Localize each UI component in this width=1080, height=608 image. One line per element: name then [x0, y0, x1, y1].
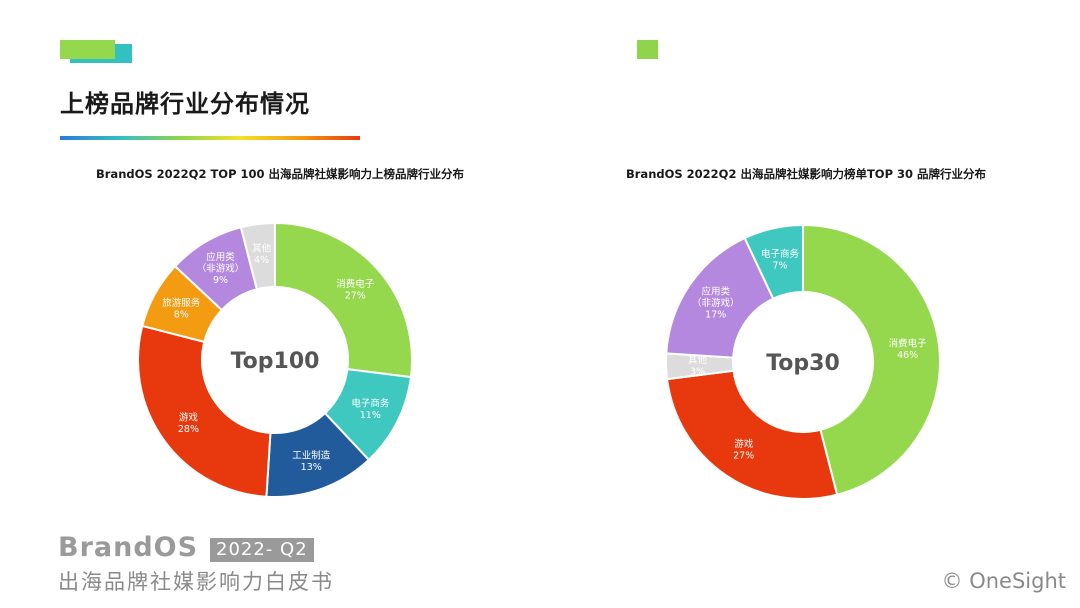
donut-center-label: Top100 [231, 349, 320, 374]
donut-slice-6 [239, 221, 276, 291]
donut-slice-4 [743, 223, 804, 300]
copyright: © OneSight [941, 569, 1066, 593]
donut-chart-top30: 消费电子 46% 游戏 27% 其他 3% 应用类（非游戏） 17% 电子商务 7% Top30 [665, 223, 941, 500]
header-decoration-green [60, 40, 115, 59]
donut-slice-1 [665, 369, 839, 500]
donut-center-label: Top30 [766, 351, 840, 376]
donut-slice-label-2: 工业制造 13% [292, 449, 331, 473]
donut-slice-label-0: 消费电子 46% [889, 338, 928, 362]
donut-slice-3 [665, 236, 775, 359]
donut-slice-label-1: 游戏 27% [733, 438, 754, 462]
donut-slice-label-3: 应用类（非游戏） 17% [692, 286, 740, 321]
header-decoration-green-small [637, 40, 658, 59]
donut-slice-label-0: 消费电子 27% [336, 278, 375, 302]
donut-slice-0 [802, 223, 941, 496]
donut-slice-label-4: 电子商务 7% [761, 248, 800, 271]
page-title: 上榜品牌行业分布情况 [60, 90, 310, 118]
title-gradient-rule [60, 136, 360, 140]
donut-slice-3 [137, 324, 272, 498]
chart-title-top30: BrandOS 2022Q2 出海品牌社媒影响力榜单TOP 30 品牌行业分布 [626, 167, 987, 181]
donut-slice-label-6: 其他 4% [252, 243, 272, 267]
footer-subtitle: 出海品牌社媒影响力白皮书 [58, 570, 334, 594]
footer-badge: 2022- Q2 [210, 538, 314, 562]
donut-slice-label-5: 应用类（非游戏） 9% [197, 251, 245, 286]
donut-slice-0 [274, 221, 413, 379]
donut-slice-label-3: 游戏 28% [178, 412, 199, 436]
footer-brand: BrandOS [58, 532, 199, 563]
donut-slice-label-2: 其他 3% [688, 354, 708, 378]
donut-chart-top100: 消费电子 27% 电子商务 11% 工业制造 13% 游戏 28% 旅游服务 8% 应用类（非游戏）… [137, 221, 413, 498]
donut-slice-label-4: 旅游服务 8% [162, 297, 201, 321]
chart-title-top100: BrandOS 2022Q2 TOP 100 出海品牌社媒影响力上榜品牌行业分布 [96, 167, 465, 181]
donut-slice-label-1: 电子商务 11% [351, 397, 390, 421]
